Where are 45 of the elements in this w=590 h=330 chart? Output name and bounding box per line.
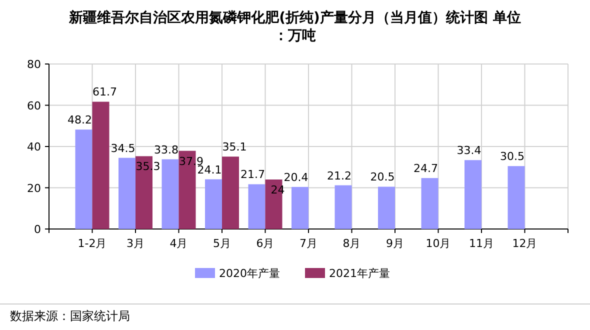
x-tick-label: 7月 [300,237,318,250]
data-label: 20.4 [284,170,308,184]
legend-label: 2020年产量 [219,267,280,280]
data-label: 20.5 [370,170,395,184]
data-label: 34.5 [110,142,136,155]
data-label: 48.2 [68,114,92,127]
x-tick-label: 5月 [213,237,231,250]
y-tick-label: 80 [27,58,41,71]
x-tick-label: 8月 [342,237,361,250]
x-tick-label: 4月 [170,237,188,250]
data-label: 21.2 [327,169,352,182]
x-tick-label: 10月 [426,237,451,250]
x-tick-label: 9月 [386,237,404,250]
data-label: 61.7 [92,86,117,99]
data-label: 35.1 [222,140,247,154]
bar [292,186,308,229]
bar [75,130,92,229]
data-label: 21.7 [240,168,265,182]
x-tick-label: 1-2月 [78,237,107,250]
bar [464,160,482,229]
legend-label: 2021年产量 [329,267,390,280]
data-label: 33.4 [456,144,482,158]
bar [92,102,110,229]
y-tick-label: 60 [27,99,41,112]
data-label: 33.8 [154,143,178,156]
data-label: 24.7 [414,162,438,176]
bar [378,186,395,229]
y-tick-label: 20 [27,182,41,195]
y-tick-label: 0 [34,223,41,236]
bar [205,179,222,229]
bar [334,185,352,229]
bar [421,178,438,229]
bar [118,158,136,229]
data-label: 30.5 [500,150,524,164]
bar [508,166,525,229]
x-tick-label: 11月 [469,237,494,250]
bar [162,159,179,229]
source-note: 数据来源：国家统计局 [10,309,130,323]
y-tick-label: 40 [27,140,41,154]
bar [222,156,239,229]
chart-title: 新疆维吾尔自治区农用氮磷钾化肥(折纯)产量分月（当月值）统计图 单位：万吨 [68,9,521,44]
x-tick-label: 12月 [512,237,538,250]
x-tick-label: 3月 [126,237,144,250]
x-tick-label: 6月 [256,237,274,250]
bar [248,184,266,229]
